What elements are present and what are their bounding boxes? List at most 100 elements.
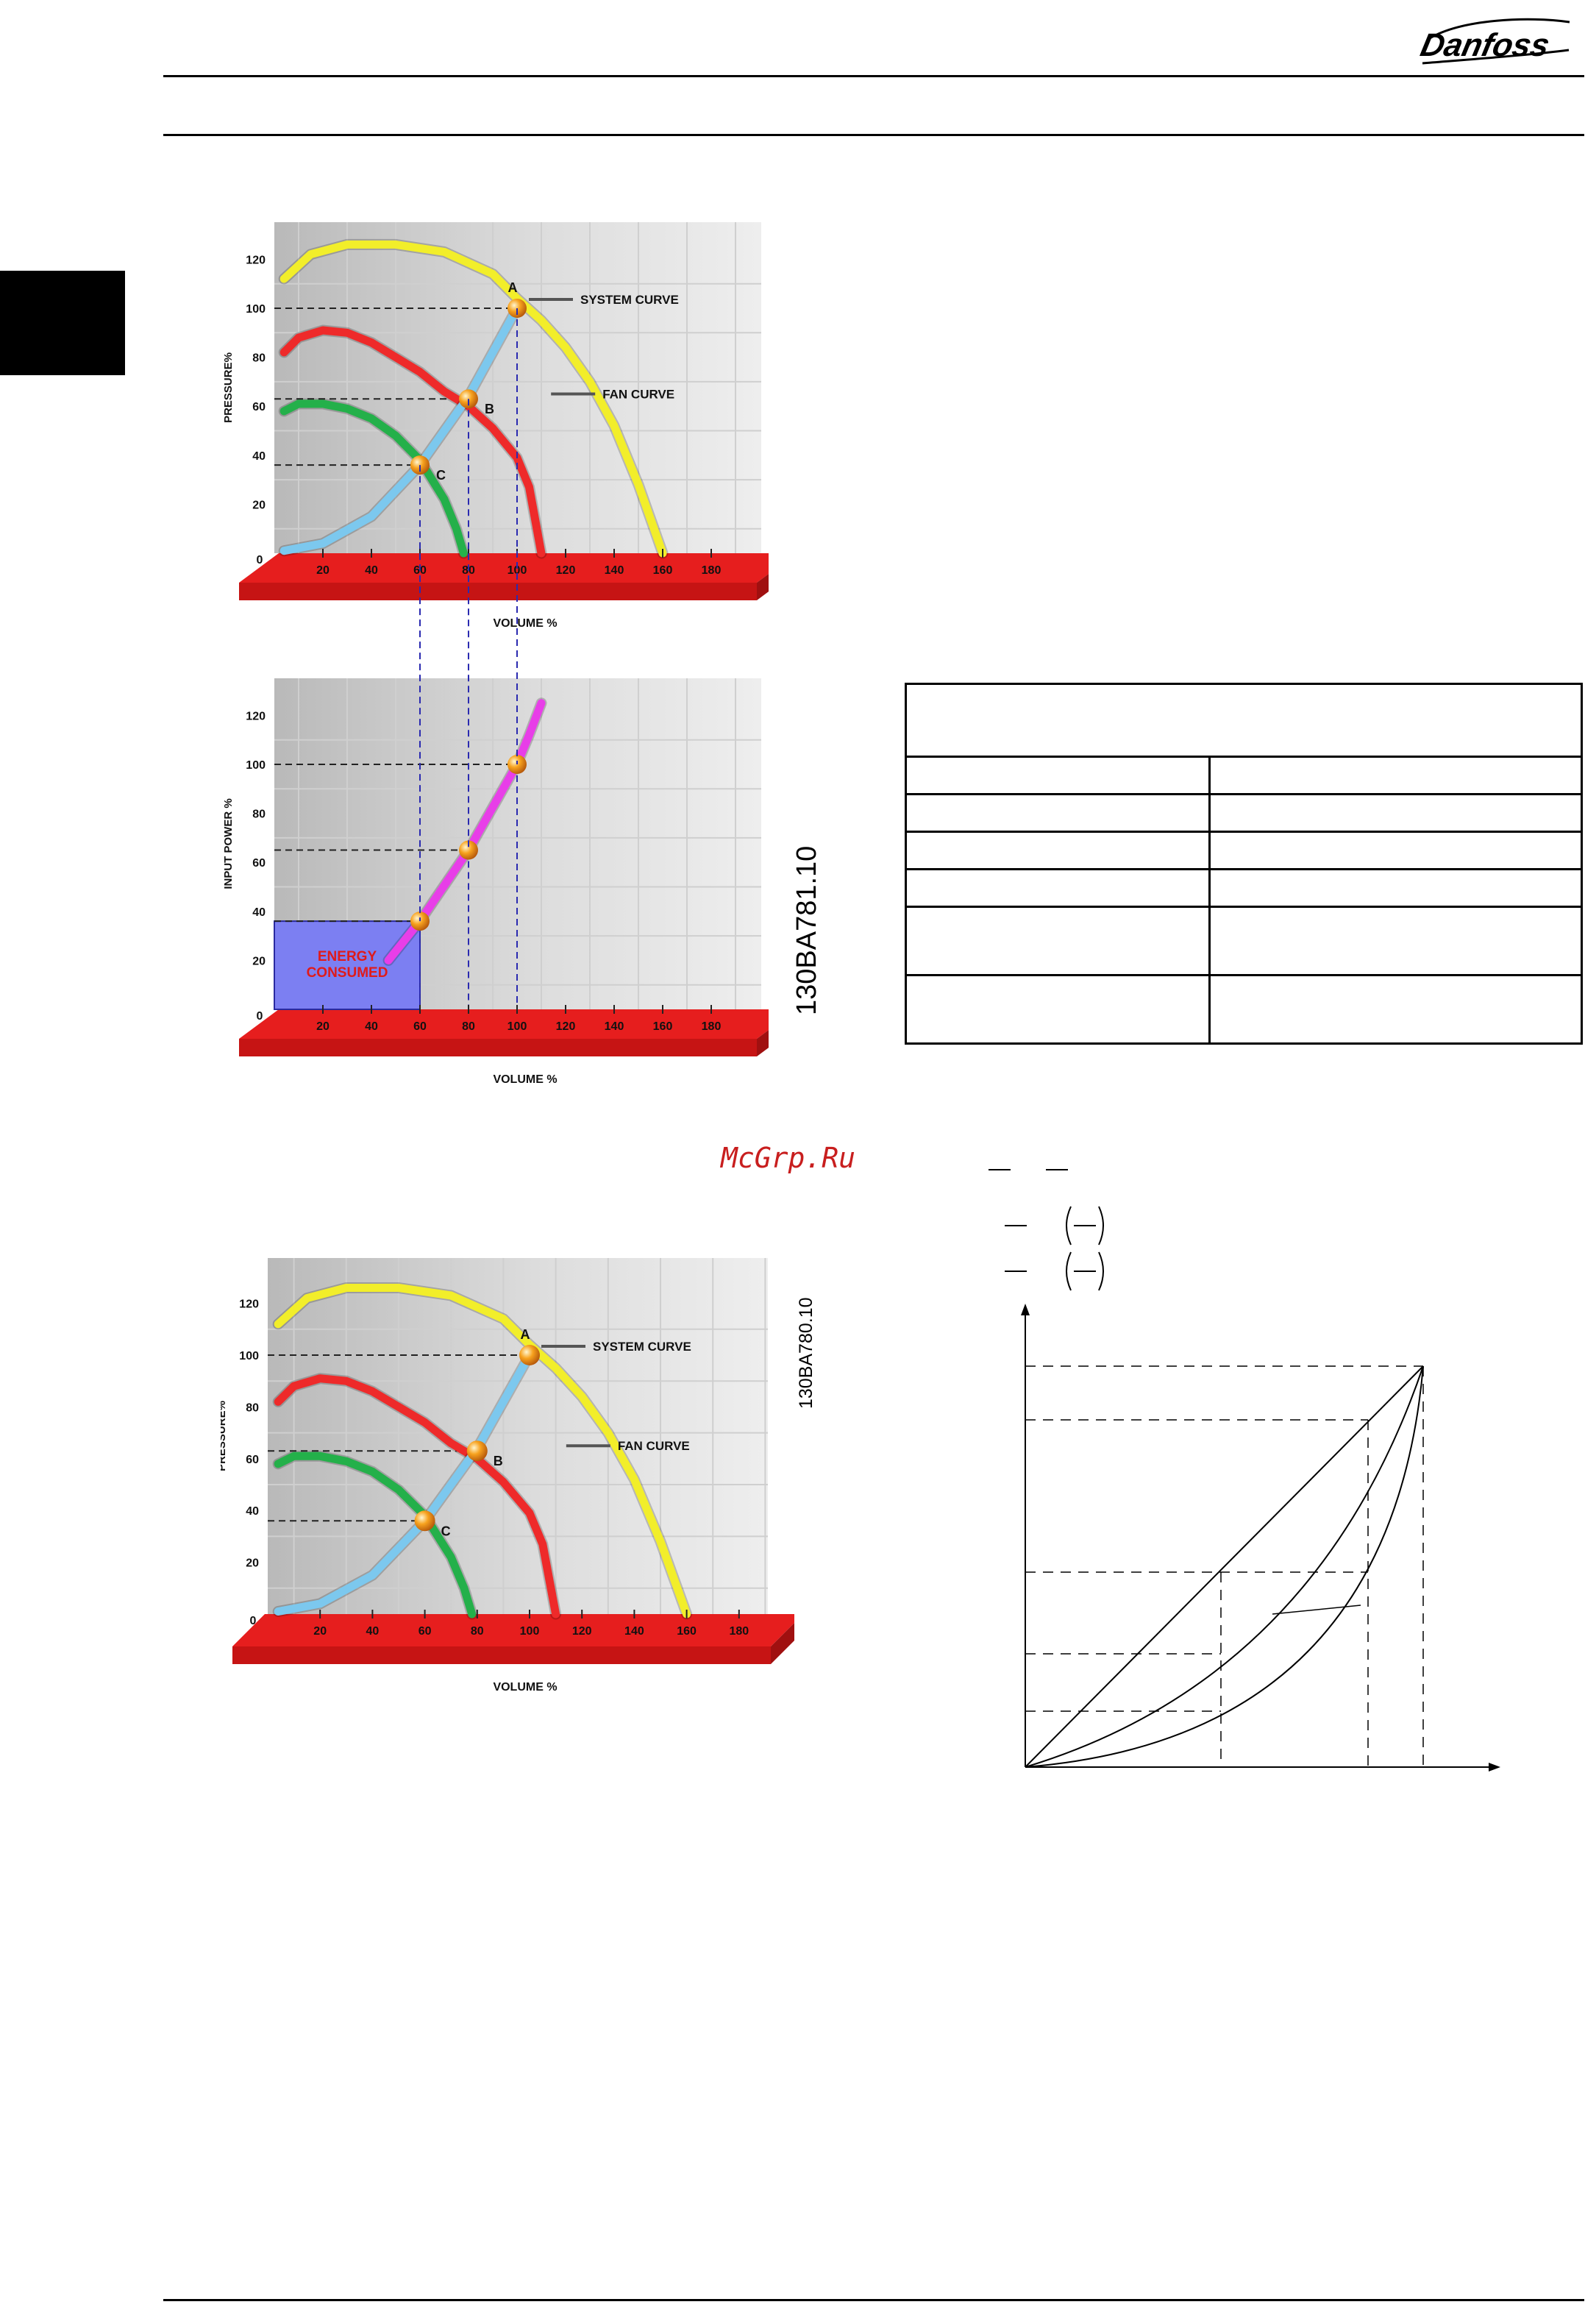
- y-axis-label: PRESSURE%: [222, 352, 235, 423]
- figure-doc-number-1: 130BA781.10: [791, 845, 822, 1015]
- x-tick-label: 40: [365, 1020, 378, 1033]
- series-line-2: [274, 1451, 477, 1618]
- header-rule-bottom: [163, 134, 1584, 136]
- x-tick-label: 120: [556, 564, 576, 577]
- base-front: [232, 1646, 771, 1664]
- base-front: [239, 583, 757, 600]
- table-cell: [905, 974, 1211, 1045]
- empty-table: [905, 683, 1583, 1045]
- table-row: [905, 793, 1583, 833]
- point-label-B: B: [494, 1454, 503, 1468]
- table-cell: [905, 793, 1211, 833]
- paren-left: [1066, 1251, 1072, 1291]
- table-row: [905, 906, 1583, 976]
- y-tick-label: 60: [252, 401, 266, 413]
- series-line-3: [279, 304, 521, 555]
- x-tick-label: 0: [250, 1615, 257, 1627]
- leader-line: [1272, 1605, 1361, 1615]
- energy-consumed-label: CONSUMED: [307, 965, 388, 981]
- header-rule-top: [163, 75, 1584, 77]
- series-line-0: [279, 240, 667, 558]
- fan-curve-label: FAN CURVE: [618, 1439, 690, 1453]
- y-tick-label: 20: [246, 1557, 259, 1570]
- x-tick-label: 120: [556, 1020, 576, 1033]
- x-tick-label: 100: [507, 1020, 527, 1033]
- x-tick-label: 40: [365, 564, 378, 577]
- point-label-C: C: [436, 468, 446, 483]
- table-cell: [1208, 906, 1583, 976]
- fan-curve-chart-bottom: A B C SYSTEM CURVE FAN CURVE 20 40 60 80 100 120 0 2…: [221, 1258, 794, 1694]
- y-tick-label: 100: [239, 1350, 259, 1362]
- x-tick-label: 40: [366, 1625, 380, 1638]
- base-top: [232, 1614, 794, 1646]
- x-tick-label: 80: [462, 1020, 475, 1033]
- x-tick-label: 60: [413, 1020, 427, 1033]
- y-axis-label: INPUT POWER %: [222, 798, 235, 889]
- table-row: [905, 974, 1583, 1045]
- operating-point: [459, 840, 478, 860]
- energy-consumed-label: ENERGY: [318, 949, 377, 964]
- y-axis-arrow: [1021, 1304, 1030, 1315]
- table-cell: [905, 683, 1583, 758]
- footer-rule: [163, 2299, 1584, 2301]
- x-tick-label: 140: [605, 564, 624, 577]
- x-tick-label: 0: [257, 554, 263, 566]
- series-line-2: [279, 399, 468, 558]
- chart-connector-lines: [419, 308, 518, 922]
- y-tick-label: 120: [246, 710, 266, 722]
- y-tick-label: 40: [252, 450, 266, 463]
- x-tick-label: 120: [572, 1625, 592, 1638]
- operating-point: [519, 1345, 540, 1365]
- y-tick-label: 120: [246, 254, 266, 266]
- chapter-tab: [0, 271, 125, 375]
- base-front: [239, 1039, 757, 1056]
- table-cell: [905, 906, 1211, 976]
- power-curve: [1025, 1365, 1424, 1768]
- y-tick-label: 80: [252, 352, 266, 365]
- x-axis-label: VOLUME %: [493, 1681, 557, 1694]
- point-label-A: A: [508, 280, 518, 295]
- y-tick-label: 120: [239, 1298, 259, 1311]
- table-row: [905, 683, 1583, 758]
- fan-curve-label: FAN CURVE: [602, 388, 674, 402]
- table-cell: [905, 756, 1211, 795]
- base-side: [771, 1623, 794, 1664]
- paren-right: [1098, 1206, 1104, 1245]
- x-tick-label: 20: [313, 1625, 327, 1638]
- figure-doc-number-2: 130BA780.10: [796, 1297, 816, 1409]
- formula-lines: [989, 1169, 1104, 1291]
- x-tick-label: 100: [520, 1625, 540, 1638]
- affinity-laws-diagram: [1021, 1304, 1500, 1772]
- y-tick-label: 60: [246, 1454, 259, 1466]
- svg-text:Danfoss: Danfoss: [1418, 27, 1553, 63]
- base-side: [757, 1030, 769, 1056]
- point-label-C: C: [441, 1524, 451, 1538]
- base-side: [757, 574, 769, 600]
- table-row: [905, 868, 1583, 908]
- table-row: [905, 756, 1583, 795]
- y-tick-label: 20: [252, 499, 266, 511]
- operating-point: [466, 1440, 488, 1462]
- base-top: [239, 1009, 769, 1039]
- y-tick-label: 40: [246, 1505, 259, 1518]
- table-row: [905, 831, 1583, 870]
- x-tick-label: 80: [471, 1625, 484, 1638]
- x-tick-label: 140: [624, 1625, 644, 1638]
- series-line-3: [274, 1351, 534, 1616]
- x-tick-label: 20: [316, 1020, 330, 1033]
- watermark: McGrp.Ru: [721, 1142, 856, 1174]
- table-cell: [905, 868, 1211, 908]
- table-cell: [1208, 974, 1583, 1045]
- series-line-1: [274, 1374, 560, 1618]
- table-cell: [905, 831, 1211, 870]
- flow-curve: [1025, 1365, 1424, 1768]
- base-top: [239, 553, 769, 583]
- operating-point: [414, 1510, 435, 1532]
- point-label-A: A: [521, 1327, 530, 1342]
- danfoss-logo: Danfoss: [1417, 12, 1574, 69]
- table-cell: [1208, 868, 1583, 908]
- y-tick-label: 80: [252, 809, 266, 821]
- y-tick-label: 100: [246, 303, 266, 316]
- x-tick-label: 160: [653, 1020, 673, 1033]
- paren-right: [1098, 1251, 1104, 1291]
